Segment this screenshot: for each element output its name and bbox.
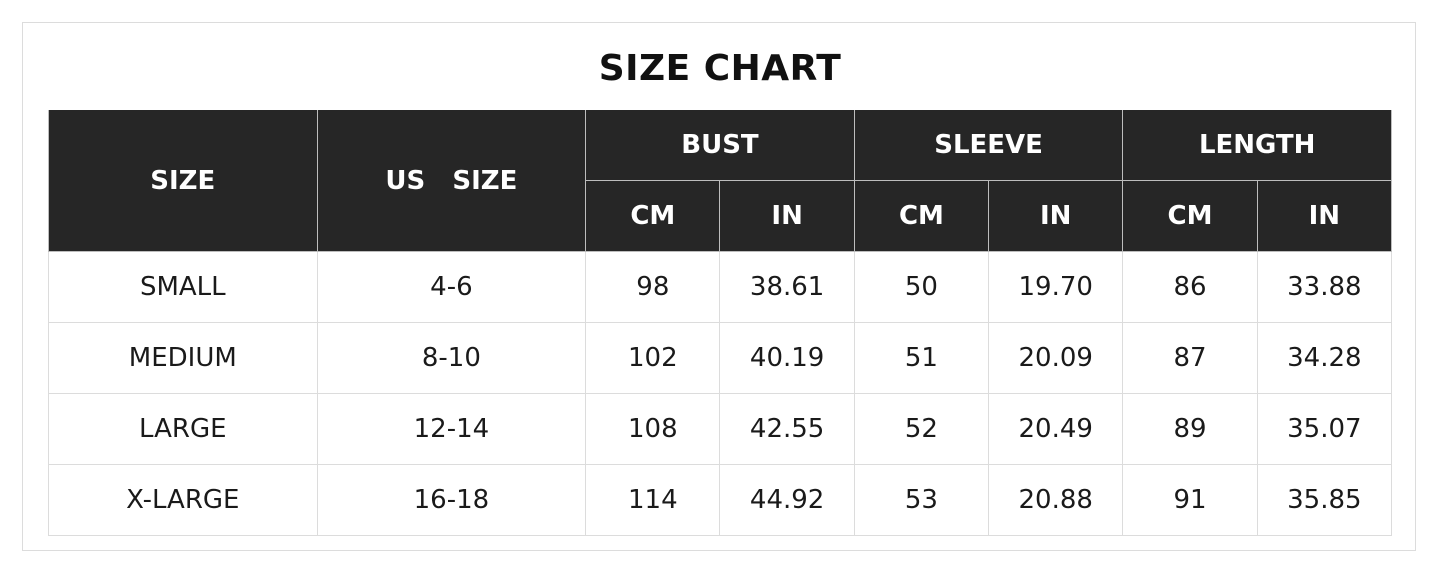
table-row: LARGE 12-14 108 42.55 52 20.49 89 35.07: [48, 393, 1393, 465]
header-bust: BUST: [585, 110, 855, 181]
table-cell: SMALL: [48, 251, 318, 323]
header-unit: IN: [988, 180, 1124, 252]
chart-frame: [22, 22, 1416, 551]
table-cell: 42.55: [719, 393, 855, 465]
table-cell: 38.61: [719, 251, 855, 323]
table-cell: 51: [853, 322, 990, 394]
table-cell: 20.88: [988, 464, 1124, 536]
header-sleeve: SLEEVE: [853, 110, 1124, 181]
table-cell: 8-10: [316, 322, 587, 394]
table-cell: 52: [853, 393, 990, 465]
size-table: SIZE US SIZE BUST SLEEVE LENGTH CM IN CM…: [48, 110, 1393, 536]
header-unit: IN: [1256, 180, 1393, 252]
table-row: X-LARGE 16-18 114 44.92 53 20.88 91 35.85: [48, 464, 1393, 536]
table-cell: 87: [1122, 322, 1258, 394]
table-cell: 16-18: [316, 464, 587, 536]
table-cell: LARGE: [48, 393, 318, 465]
header-unit: CM: [1122, 180, 1258, 252]
table-cell: 20.09: [988, 322, 1124, 394]
table-cell: 35.07: [1256, 393, 1393, 465]
table-row: SMALL 4-6 98 38.61 50 19.70 86 33.88: [48, 251, 1393, 323]
table-row: MEDIUM 8-10 102 40.19 51 20.09 87 34.28: [48, 322, 1393, 394]
table-cell: 108: [585, 393, 721, 465]
table-cell: MEDIUM: [48, 322, 318, 394]
table-cell: 98: [585, 251, 721, 323]
table-cell: 50: [853, 251, 990, 323]
header-unit: CM: [853, 180, 990, 252]
table-cell: 53: [853, 464, 990, 536]
table-cell: 86: [1122, 251, 1258, 323]
header-unit: CM: [585, 180, 721, 252]
table-cell: 12-14: [316, 393, 587, 465]
table-cell: 4-6: [316, 251, 587, 323]
table-cell: 114: [585, 464, 721, 536]
table-cell: 19.70: [988, 251, 1124, 323]
table-cell: 44.92: [719, 464, 855, 536]
table-cell: X-LARGE: [48, 464, 318, 536]
header-length: LENGTH: [1122, 110, 1392, 181]
header-size: SIZE: [48, 110, 318, 252]
table-cell: 40.19: [719, 322, 855, 394]
table-cell: 89: [1122, 393, 1258, 465]
header-us-size: US SIZE: [316, 110, 587, 252]
table-cell: 35.85: [1256, 464, 1393, 536]
table-cell: 91: [1122, 464, 1258, 536]
header-unit: IN: [719, 180, 855, 252]
table-cell: 33.88: [1256, 251, 1393, 323]
page-title: SIZE CHART: [598, 48, 842, 89]
table-cell: 102: [585, 322, 721, 394]
table-cell: 34.28: [1256, 322, 1393, 394]
table-cell: 20.49: [988, 393, 1124, 465]
